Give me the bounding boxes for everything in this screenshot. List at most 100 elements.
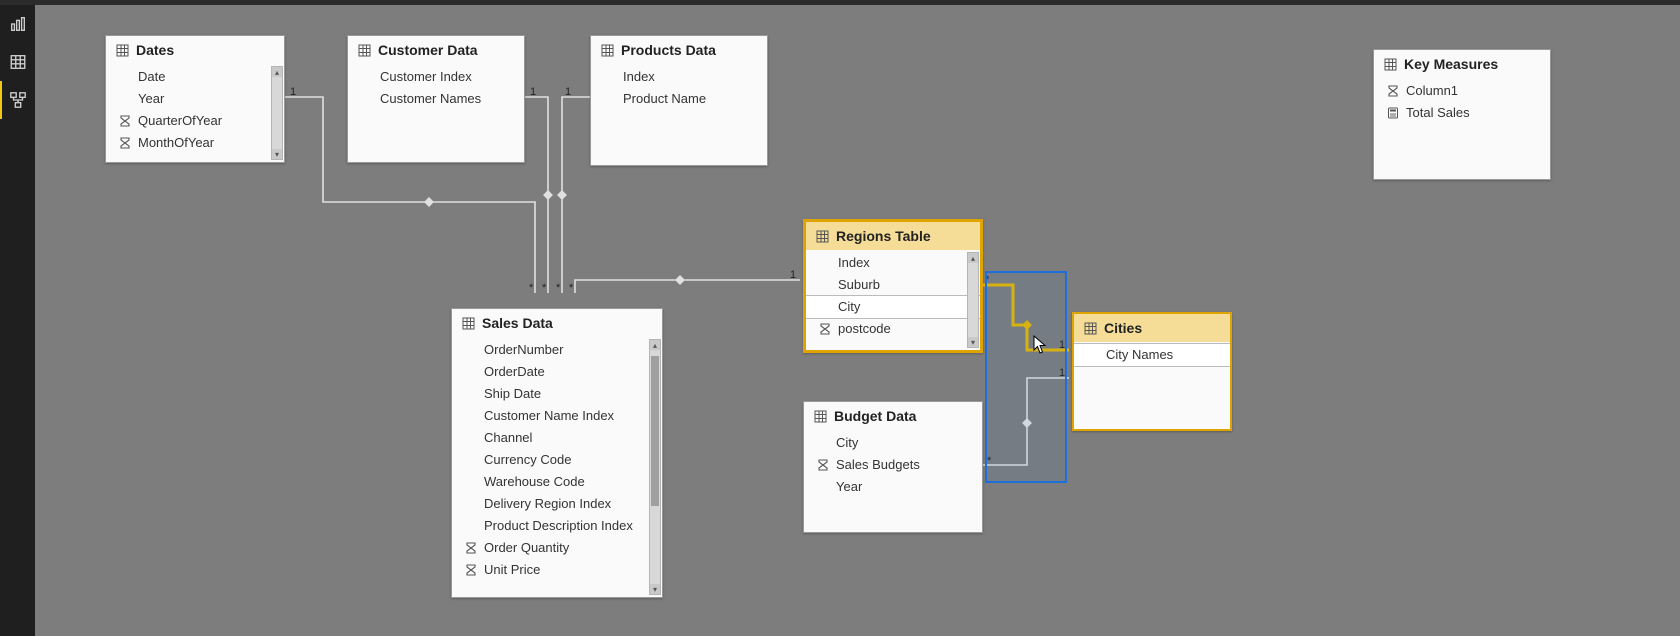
field-list: City Sales Budgets Year bbox=[804, 430, 982, 504]
field-label: OrderNumber bbox=[484, 341, 563, 359]
field-item[interactable]: Index bbox=[591, 66, 767, 88]
table-header[interactable]: Products Data bbox=[591, 36, 767, 64]
sigma-icon bbox=[814, 459, 832, 471]
table-budget[interactable]: Budget Data City Sales Budgets Year bbox=[803, 401, 983, 533]
table-title: Cities bbox=[1104, 320, 1142, 336]
field-item[interactable]: Index bbox=[806, 252, 980, 274]
svg-text:1: 1 bbox=[290, 86, 296, 98]
svg-text:*: * bbox=[529, 282, 534, 294]
field-label: Sales Budgets bbox=[836, 456, 920, 474]
field-label: Column1 bbox=[1406, 82, 1458, 100]
field-item[interactable]: Product Description Index bbox=[452, 515, 662, 537]
table-title: Sales Data bbox=[482, 315, 553, 331]
field-item[interactable]: Customer Name Index bbox=[452, 405, 662, 427]
field-label: Index bbox=[623, 68, 655, 86]
field-label: City bbox=[838, 298, 860, 316]
field-item[interactable]: Warehouse Code bbox=[452, 471, 662, 493]
field-item[interactable]: Sales Budgets bbox=[804, 454, 982, 476]
field-item[interactable]: Delivery Region Index bbox=[452, 493, 662, 515]
field-item[interactable]: MonthOfYear bbox=[106, 132, 284, 154]
field-item[interactable]: Column1 bbox=[1374, 80, 1550, 102]
svg-text:*: * bbox=[542, 282, 547, 294]
field-item[interactable]: City bbox=[806, 296, 980, 318]
field-list: Customer Index Customer Names bbox=[348, 64, 524, 116]
table-title: Dates bbox=[136, 42, 174, 58]
field-item[interactable]: City Names bbox=[1074, 344, 1230, 366]
scrollbar[interactable]: ▴▾ bbox=[649, 339, 661, 595]
field-list: Index Suburb City postcode bbox=[806, 250, 980, 346]
table-products[interactable]: Products Data Index Product Name bbox=[590, 35, 768, 166]
table-icon bbox=[462, 317, 475, 330]
table-icon bbox=[116, 44, 129, 57]
svg-text:*: * bbox=[556, 282, 561, 294]
svg-text:1: 1 bbox=[1059, 367, 1065, 379]
table-icon bbox=[816, 230, 829, 243]
field-item[interactable]: Customer Index bbox=[348, 66, 524, 88]
svg-text:1: 1 bbox=[790, 269, 796, 281]
table-title: Products Data bbox=[621, 42, 716, 58]
table-regions[interactable]: Regions Table Index Suburb City postcode ▴… bbox=[803, 219, 983, 353]
nav-model-icon[interactable] bbox=[0, 81, 35, 119]
field-item[interactable]: QuarterOfYear bbox=[106, 110, 284, 132]
field-item[interactable]: Order Quantity bbox=[452, 537, 662, 559]
table-icon bbox=[1084, 322, 1097, 335]
table-header[interactable]: Regions Table bbox=[806, 222, 980, 250]
field-item[interactable]: Unit Price bbox=[452, 559, 662, 581]
field-item[interactable]: Total Sales bbox=[1374, 102, 1550, 124]
table-header[interactable]: Budget Data bbox=[804, 402, 982, 430]
sigma-icon bbox=[1384, 85, 1402, 97]
field-item[interactable]: Year bbox=[106, 88, 284, 110]
field-label: Date bbox=[138, 68, 165, 86]
table-customer[interactable]: Customer Data Customer Index Customer Na… bbox=[347, 35, 525, 163]
table-cities[interactable]: Cities City Names bbox=[1072, 312, 1232, 431]
selection-rectangle bbox=[985, 271, 1067, 483]
field-item[interactable]: postcode bbox=[806, 318, 980, 340]
field-list: City Names bbox=[1074, 342, 1230, 372]
table-icon bbox=[1384, 58, 1397, 71]
field-label: Ship Date bbox=[484, 385, 541, 403]
field-item[interactable]: Channel bbox=[452, 427, 662, 449]
field-label: Product Name bbox=[623, 90, 706, 108]
field-item[interactable]: Currency Code bbox=[452, 449, 662, 471]
field-item[interactable]: Customer Names bbox=[348, 88, 524, 110]
field-label: postcode bbox=[838, 320, 891, 338]
field-item[interactable]: OrderDate bbox=[452, 361, 662, 383]
cursor-icon bbox=[1033, 335, 1047, 355]
field-label: Currency Code bbox=[484, 451, 571, 469]
table-dates[interactable]: Dates Date Year QuarterOfYear MonthOfYear ▴… bbox=[105, 35, 285, 163]
table-header[interactable]: Key Measures bbox=[1374, 50, 1550, 78]
calc-icon bbox=[1384, 107, 1402, 119]
field-label: Year bbox=[138, 90, 164, 108]
table-header[interactable]: Cities bbox=[1074, 314, 1230, 342]
field-item[interactable]: City bbox=[804, 432, 982, 454]
field-label: Delivery Region Index bbox=[484, 495, 611, 513]
table-icon bbox=[358, 44, 371, 57]
table-icon bbox=[814, 410, 827, 423]
field-item[interactable]: Ship Date bbox=[452, 383, 662, 405]
model-canvas[interactable]: 1*1*1*1**1*1 Dates Date YearQuarterOfYea… bbox=[35, 5, 1680, 636]
table-title: Customer Data bbox=[378, 42, 478, 58]
field-list: Column1 Total Sales bbox=[1374, 78, 1550, 130]
svg-text:1: 1 bbox=[530, 86, 536, 98]
field-item[interactable]: Year bbox=[804, 476, 982, 498]
field-item[interactable]: OrderNumber bbox=[452, 339, 662, 361]
table-header[interactable]: Dates bbox=[106, 36, 284, 64]
field-label: MonthOfYear bbox=[138, 134, 214, 152]
table-sales[interactable]: Sales Data OrderNumber OrderDate Ship Da… bbox=[451, 308, 663, 598]
scrollbar[interactable]: ▴▾ bbox=[271, 66, 283, 160]
svg-text:*: * bbox=[569, 282, 574, 294]
field-item[interactable]: Suburb bbox=[806, 274, 980, 296]
nav-data-icon[interactable] bbox=[0, 43, 35, 81]
nav-report-icon[interactable] bbox=[0, 5, 35, 43]
field-item[interactable]: Date bbox=[106, 66, 284, 88]
sigma-icon bbox=[462, 542, 480, 554]
svg-text:1: 1 bbox=[1059, 339, 1065, 351]
field-item[interactable]: Product Name bbox=[591, 88, 767, 110]
table-header[interactable]: Sales Data bbox=[452, 309, 662, 337]
scrollbar[interactable]: ▴▾ bbox=[967, 252, 979, 348]
sigma-icon bbox=[462, 564, 480, 576]
field-list: OrderNumber OrderDate Ship Date Customer… bbox=[452, 337, 662, 587]
table-keymeasures[interactable]: Key Measures Column1 Total Sales bbox=[1373, 49, 1551, 180]
table-title: Regions Table bbox=[836, 228, 931, 244]
table-header[interactable]: Customer Data bbox=[348, 36, 524, 64]
